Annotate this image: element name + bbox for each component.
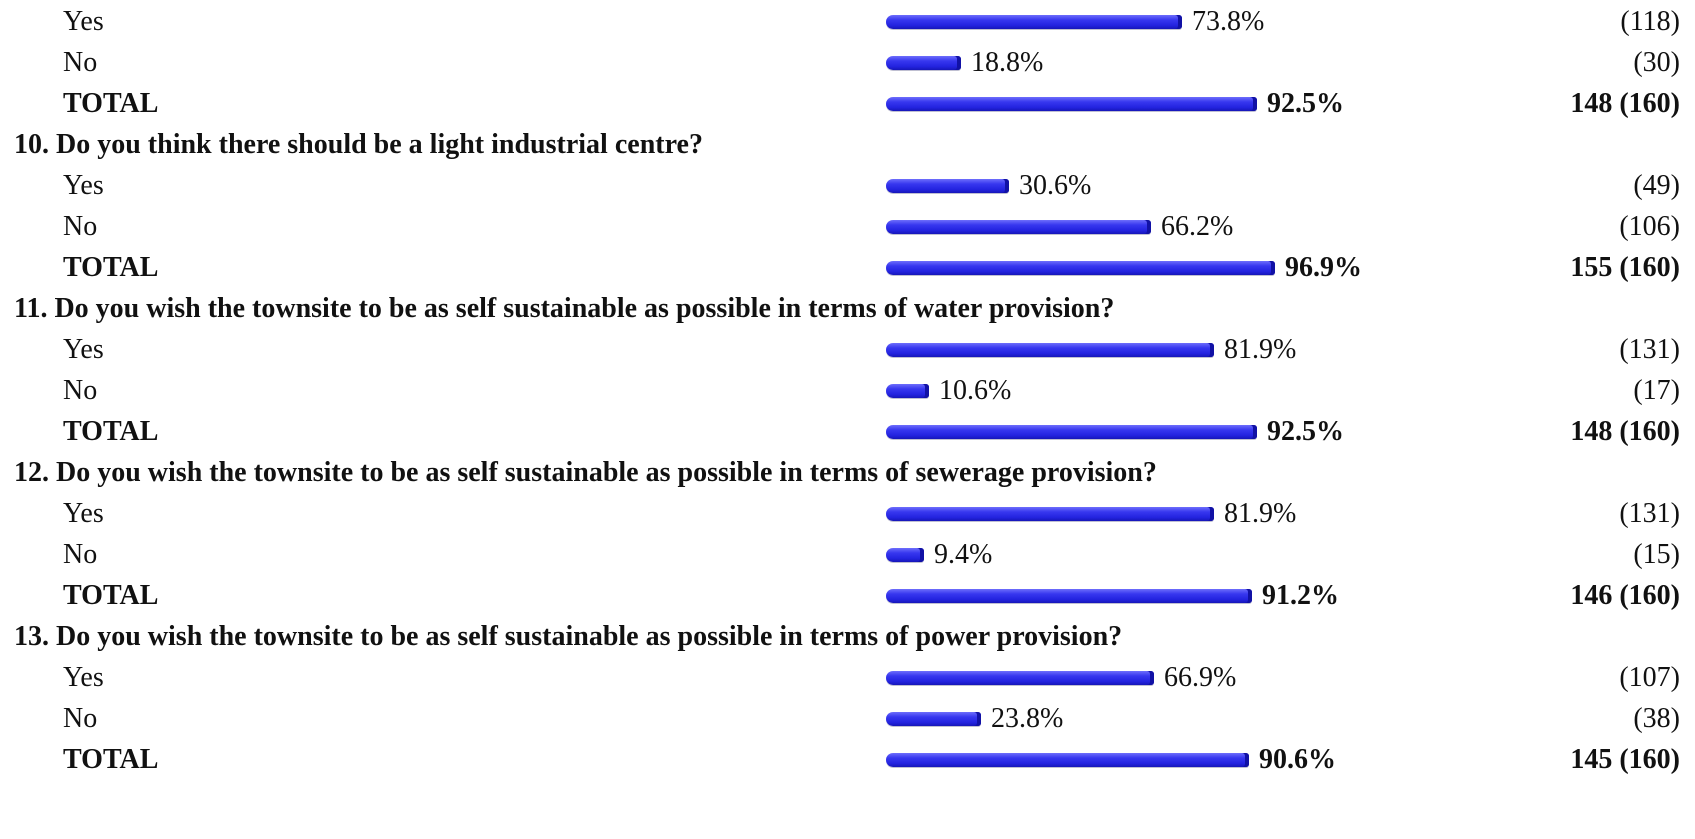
- answer-bar: [886, 220, 1151, 234]
- answer-count: (118): [1620, 6, 1680, 37]
- answer-percentage: 9.4%: [934, 539, 993, 570]
- answer-count: (38): [1633, 703, 1680, 734]
- answer-count: (15): [1633, 539, 1680, 570]
- answer-label: Yes: [63, 498, 104, 529]
- total-bar: [886, 589, 1252, 603]
- answer-percentage: 81.9%: [1224, 498, 1297, 529]
- answer-percentage: 81.9%: [1224, 334, 1297, 365]
- answer-label: No: [63, 703, 98, 734]
- answer-count: (30): [1633, 47, 1680, 78]
- question-title: 13. Do you wish the townsite to be as se…: [14, 621, 1123, 652]
- answer-percentage: 10.6%: [939, 375, 1012, 406]
- answer-bar: [886, 712, 981, 726]
- answer-row: Yes 66.9% (107): [0, 656, 1695, 700]
- answer-row: Yes 81.9% (131): [0, 492, 1695, 536]
- answer-row: No 18.8% (30): [0, 41, 1695, 85]
- answer-percentage: 73.8%: [1192, 6, 1265, 37]
- total-count: 148 (160): [1570, 88, 1680, 119]
- answer-row: No 66.2% (106): [0, 205, 1695, 249]
- answer-bar: [886, 179, 1009, 193]
- total-count: 155 (160): [1570, 252, 1680, 283]
- total-bar: [886, 753, 1249, 767]
- total-percentage: 91.2%: [1262, 580, 1339, 611]
- total-bar: [886, 425, 1257, 439]
- total-bar: [886, 261, 1275, 275]
- answer-bar: [886, 507, 1214, 521]
- answer-bar: [886, 548, 924, 562]
- question-row: 13. Do you wish the townsite to be as se…: [0, 615, 1695, 659]
- total-label: TOTAL: [63, 252, 159, 283]
- answer-label: No: [63, 211, 98, 242]
- total-count: 148 (160): [1570, 416, 1680, 447]
- question-row: 10. Do you think there should be a light…: [0, 123, 1695, 167]
- answer-row: No 23.8% (38): [0, 697, 1695, 741]
- answer-bar: [886, 384, 929, 398]
- answer-count: (49): [1633, 170, 1680, 201]
- question-row: 11. Do you wish the townsite to be as se…: [0, 287, 1695, 331]
- question-row: 12. Do you wish the townsite to be as se…: [0, 451, 1695, 495]
- question-title: 11. Do you wish the townsite to be as se…: [14, 293, 1115, 324]
- answer-count: (106): [1619, 211, 1680, 242]
- answer-label: Yes: [63, 334, 104, 365]
- answer-label: Yes: [63, 6, 104, 37]
- answer-count: (131): [1619, 334, 1680, 365]
- answer-percentage: 30.6%: [1019, 170, 1092, 201]
- answer-label: No: [63, 47, 98, 78]
- total-label: TOTAL: [63, 580, 159, 611]
- total-count: 146 (160): [1570, 580, 1680, 611]
- answer-label: No: [63, 539, 98, 570]
- answer-bar: [886, 15, 1182, 29]
- total-row: TOTAL 92.5% 148 (160): [0, 82, 1695, 126]
- answer-count: (131): [1619, 498, 1680, 529]
- total-label: TOTAL: [63, 416, 159, 447]
- total-percentage: 96.9%: [1285, 252, 1362, 283]
- answer-percentage: 66.9%: [1164, 662, 1237, 693]
- answer-count: (17): [1633, 375, 1680, 406]
- total-bar: [886, 97, 1257, 111]
- total-percentage: 90.6%: [1259, 744, 1336, 775]
- answer-percentage: 23.8%: [991, 703, 1064, 734]
- answer-bar: [886, 671, 1154, 685]
- total-row: TOTAL 91.2% 146 (160): [0, 574, 1695, 618]
- answer-label: Yes: [63, 662, 104, 693]
- answer-row: No 10.6% (17): [0, 369, 1695, 413]
- total-row: TOTAL 90.6% 145 (160): [0, 738, 1695, 782]
- answer-percentage: 18.8%: [971, 47, 1044, 78]
- total-percentage: 92.5%: [1267, 416, 1344, 447]
- question-title: 12. Do you wish the townsite to be as se…: [14, 457, 1157, 488]
- total-label: TOTAL: [63, 744, 159, 775]
- answer-label: Yes: [63, 170, 104, 201]
- answer-bar: [886, 343, 1214, 357]
- answer-label: No: [63, 375, 98, 406]
- total-percentage: 92.5%: [1267, 88, 1344, 119]
- answer-row: Yes 81.9% (131): [0, 328, 1695, 372]
- answer-row: Yes 73.8% (118): [0, 0, 1695, 44]
- answer-row: No 9.4% (15): [0, 533, 1695, 577]
- total-row: TOTAL 92.5% 148 (160): [0, 410, 1695, 454]
- total-row: TOTAL 96.9% 155 (160): [0, 246, 1695, 290]
- answer-count: (107): [1619, 662, 1680, 693]
- answer-bar: [886, 56, 961, 70]
- answer-percentage: 66.2%: [1161, 211, 1234, 242]
- total-count: 145 (160): [1570, 744, 1680, 775]
- question-title: 10. Do you think there should be a light…: [14, 129, 703, 160]
- total-label: TOTAL: [63, 88, 159, 119]
- answer-row: Yes 30.6% (49): [0, 164, 1695, 208]
